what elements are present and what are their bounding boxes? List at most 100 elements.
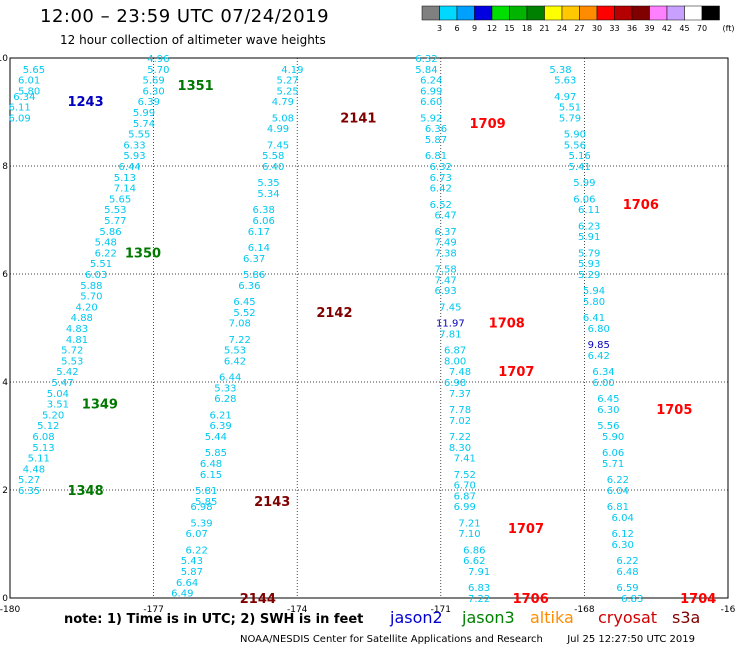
wave-height-point: 6.59: [616, 583, 638, 594]
pass-label: 1705: [656, 403, 692, 418]
wave-height-point: 6.48: [200, 459, 222, 470]
wave-height-point: 5.47: [52, 378, 74, 389]
wave-height-point: 6.30: [597, 405, 619, 416]
y-tick-label: 4: [2, 378, 8, 388]
colorbar-label: 30: [592, 24, 602, 33]
y-tick-label: 10: [0, 54, 8, 64]
axis-ticks: -180 -177 -174 -171 -168 -16 0 2 4 6 8 10: [0, 54, 736, 615]
wave-height-point: 5.20: [42, 410, 64, 421]
wave-height-point: 4.81: [66, 335, 88, 346]
colorbar-label: 33: [609, 24, 619, 33]
wave-height-point: 5.65: [23, 65, 45, 76]
wave-height-point: 6.11: [578, 205, 600, 216]
colorbar-swatch: [491, 5, 510, 21]
wave-height-point: 5.13: [32, 443, 54, 454]
colorbar-label: 15: [504, 24, 514, 33]
wave-height-point: 5.12: [37, 421, 59, 432]
wave-height-point: 7.47: [434, 275, 456, 286]
wave-height-point: 7.78: [449, 405, 471, 416]
wave-height-point: 6.48: [616, 567, 638, 578]
colorbar-swatch: [701, 5, 720, 21]
wave-height-point: 6.07: [186, 529, 208, 540]
timestamp: Jul 25 12:27:50 UTC 2019: [567, 634, 695, 645]
wave-height-point: 6.23: [578, 221, 600, 232]
pass-label: 1708: [489, 317, 525, 332]
wave-height-point: 6.49: [171, 589, 193, 600]
pass-label: 1350: [125, 246, 161, 261]
colorbar-swatch: [596, 5, 615, 21]
colorbar-swatch: [561, 5, 580, 21]
pass-label: 1707: [498, 365, 534, 380]
colorbar-label: 36: [627, 24, 637, 33]
wave-height-point: 5.69: [142, 76, 164, 87]
wave-height-point: 7.08: [229, 319, 251, 330]
wave-height-point: 5.63: [554, 76, 576, 87]
wave-height-point: 6.22: [95, 248, 117, 259]
wave-height-point: 6.30: [142, 86, 164, 97]
pass-label: 1704: [680, 592, 716, 607]
wave-height-point: 6.40: [262, 162, 284, 173]
wave-height-point: 6.41: [583, 313, 605, 324]
colorbar-swatch: [666, 5, 685, 21]
wave-height-point: 6.98: [190, 502, 212, 513]
wave-height-point: 5.71: [602, 459, 624, 470]
wave-height-point: 6.22: [607, 475, 629, 486]
wave-height-point: 6.60: [420, 97, 442, 108]
pass-label: 1707: [508, 522, 544, 537]
colorbar-swatch: [544, 5, 563, 21]
colorbar-swatch: [614, 5, 633, 21]
wave-height-point: 6.62: [463, 556, 485, 567]
wave-height-point: 6.36: [238, 281, 260, 292]
wave-height-point: 3.51: [47, 400, 69, 411]
wave-height-point: 6.93: [434, 286, 456, 297]
pass-label: 1351: [178, 79, 214, 94]
wave-height-point: 6.42: [224, 356, 246, 367]
wave-height-point: 6.81: [425, 151, 447, 162]
wave-height-point: 5.87: [181, 567, 203, 578]
wave-height-point: 5.65: [109, 194, 131, 205]
wave-height-point: 5.91: [578, 232, 600, 243]
wave-height-point: 7.58: [434, 265, 456, 276]
colorbar-label: 42: [662, 24, 672, 33]
colorbar-label: 70: [697, 24, 707, 33]
wave-height-point: 6.22: [616, 556, 638, 567]
wave-height-point: 5.08: [272, 113, 294, 124]
colorbar-label: 18: [522, 24, 532, 33]
wave-height-point: 5.33: [214, 383, 236, 394]
wave-height-point: 5.41: [568, 162, 590, 173]
wave-height-point: 5.42: [56, 367, 78, 378]
wave-height-point: 5.39: [190, 518, 212, 529]
footer-note: note: 1) Time is in UTC; 2) SWH is in fe…: [64, 612, 364, 627]
wave-height-point: 7.45: [439, 302, 461, 313]
wave-height-point: 6.34: [592, 367, 614, 378]
wave-height-point: 6.06: [602, 448, 624, 459]
wave-height-point: 6.32: [415, 54, 437, 65]
wave-height-point: 7.22: [468, 594, 490, 605]
wave-height-point: 6.81: [607, 502, 629, 513]
wave-height-point: 4.96: [147, 54, 169, 65]
credit-line: NOAA/NESDIS Center for Satellite Applica…: [240, 634, 695, 645]
wave-height-point: 6.42: [588, 351, 610, 362]
y-tick-label: 2: [2, 486, 8, 496]
wave-height-point: 6.37: [243, 254, 265, 265]
pass-label: 1706: [623, 198, 659, 213]
pass-label: 2142: [316, 306, 352, 321]
wave-height-point: 7.52: [454, 470, 476, 481]
wave-height-point: 5.58: [262, 151, 284, 162]
wave-height-point: 6.99: [420, 86, 442, 97]
wave-height-point: 6.17: [248, 227, 270, 238]
wave-height-point: 6.15: [200, 470, 222, 481]
wave-height-point: 5.90: [602, 432, 624, 443]
wave-height-point: 5.87: [425, 135, 447, 146]
colorbar-swatch: [456, 5, 475, 21]
legend-jason2: jason2: [390, 608, 443, 627]
wave-height-point: 5.80: [583, 297, 605, 308]
pass-label: 2143: [254, 495, 290, 510]
wave-height-point: 6.36: [425, 124, 447, 135]
colorbar-swatch: [439, 5, 458, 21]
x-tick-label: -168: [574, 605, 595, 615]
wave-height-point: 6.00: [592, 378, 614, 389]
wave-height-point: 6.22: [186, 545, 208, 556]
wave-height-point: 6.44: [119, 162, 141, 173]
